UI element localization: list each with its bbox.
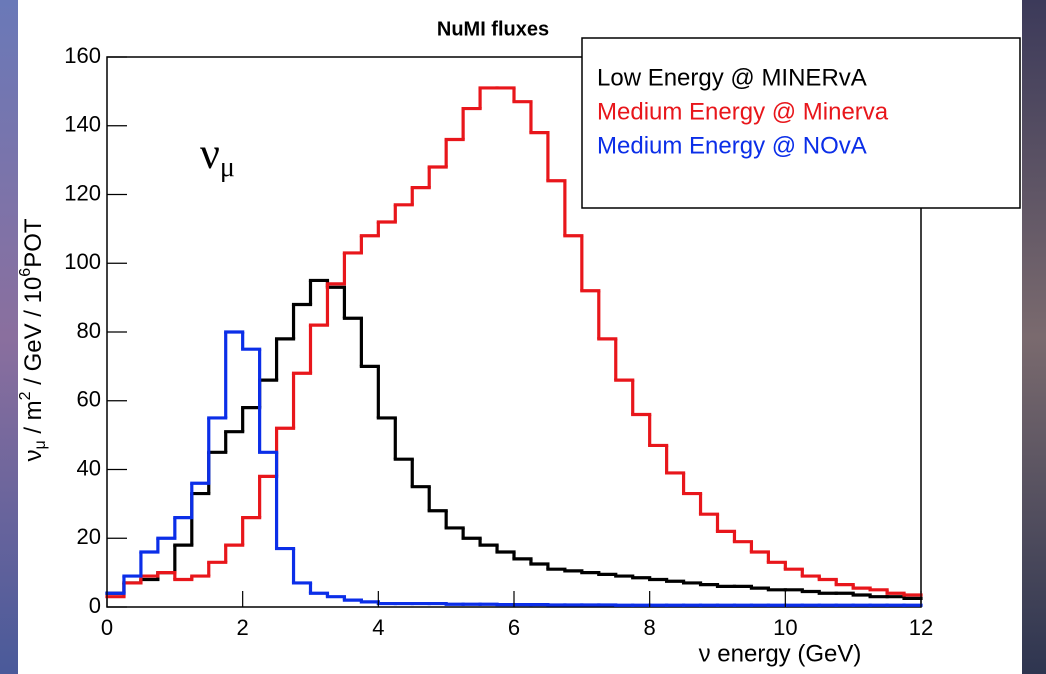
legend-entry: Medium Energy @ NOvA bbox=[597, 132, 867, 159]
y-tick-label: 100 bbox=[64, 249, 101, 274]
x-tick-label: 0 bbox=[101, 615, 113, 640]
y-label-part: 2 bbox=[17, 391, 34, 400]
y-label-part: μ bbox=[32, 440, 49, 449]
y-label-part: / GeV / 10 bbox=[20, 277, 47, 392]
y-tick-label: 160 bbox=[64, 43, 101, 68]
y-label-part: 6 bbox=[17, 268, 34, 277]
y-tick-label: 60 bbox=[77, 387, 101, 412]
y-tick-label: 80 bbox=[77, 318, 101, 343]
x-tick-label: 12 bbox=[909, 615, 933, 640]
x-tick-label: 2 bbox=[237, 615, 249, 640]
photo-strip-right bbox=[1022, 0, 1046, 674]
annotation: νμ bbox=[200, 129, 235, 183]
annotation-part: μ bbox=[220, 152, 235, 183]
histogram-series bbox=[105, 86, 923, 599]
x-tick-label: 8 bbox=[644, 615, 656, 640]
y-tick-label: 120 bbox=[64, 180, 101, 205]
y-tick-label: 140 bbox=[64, 112, 101, 137]
y-axis-label: νμ / m2 / GeV / 106POT bbox=[17, 218, 49, 461]
chart-title: NuMI fluxes bbox=[437, 18, 549, 40]
annotation-part: ν bbox=[200, 129, 220, 178]
y-tick-label: 0 bbox=[89, 593, 101, 618]
x-tick-label: 6 bbox=[508, 615, 520, 640]
photo-strip-left bbox=[0, 0, 18, 674]
histogram-series bbox=[105, 330, 923, 607]
legend-entry: Low Energy @ MINERvA bbox=[597, 64, 867, 91]
legend-entry: Medium Energy @ Minerva bbox=[597, 98, 889, 125]
legend-box bbox=[581, 37, 1021, 209]
plot-marks bbox=[105, 86, 923, 607]
y-tick-label: 40 bbox=[77, 455, 101, 480]
y-label-part: ν bbox=[20, 450, 47, 462]
y-label-part: / m bbox=[20, 400, 47, 440]
y-tick-label: 20 bbox=[77, 524, 101, 549]
x-tick-label: 10 bbox=[773, 615, 797, 640]
x-axis-label: ν energy (GeV) bbox=[699, 640, 862, 667]
y-label-part: POT bbox=[20, 218, 47, 268]
x-tick-label: 4 bbox=[372, 615, 384, 640]
